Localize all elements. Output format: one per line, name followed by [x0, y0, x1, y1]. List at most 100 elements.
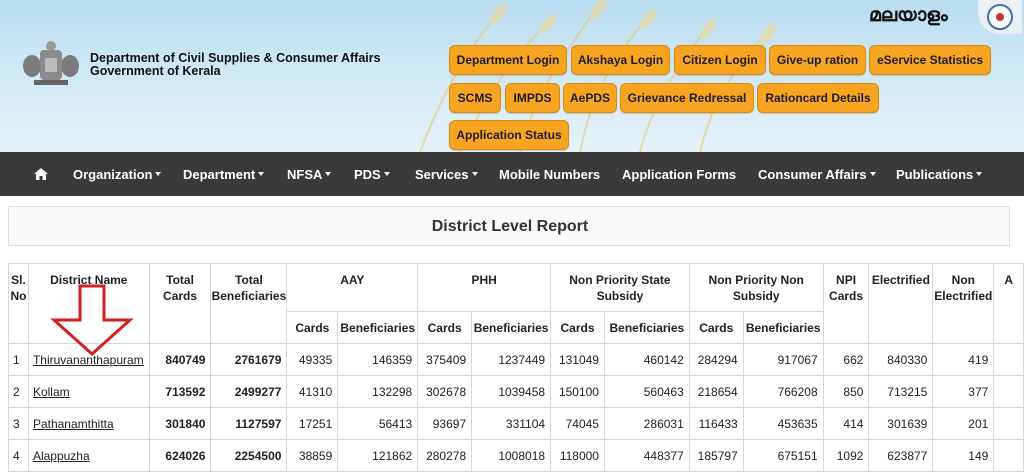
cell-phh-beneficiaries: 331104	[471, 407, 552, 440]
aepds-button[interactable]: AePDS	[563, 83, 617, 113]
cell-npns-cards: 185797	[688, 439, 744, 472]
nav-services[interactable]: Services	[415, 152, 478, 196]
cell-nps-cards: 118000	[550, 439, 605, 472]
cell-total-beneficiaries: 2499277	[210, 375, 288, 408]
cell-total-beneficiaries: 2761679	[210, 343, 288, 376]
district-link[interactable]: Kollam	[27, 375, 150, 408]
chevron-down-icon	[383, 172, 390, 176]
subheader-npns-beneficiaries: Beneficiaries	[742, 311, 824, 344]
cell-phh-cards: 302678	[417, 375, 473, 408]
cell-total-beneficiaries: 2254500	[210, 439, 288, 472]
cell-electrified: 713215	[868, 375, 934, 408]
district-link[interactable]: Alappuzha	[27, 439, 150, 472]
subheader-aay-cards: Cards	[286, 311, 339, 344]
header-npi-cards: NPI Cards	[822, 263, 870, 344]
eservice-statistics-button[interactable]: eService Statistics	[869, 45, 991, 75]
cell-phh-cards: 280278	[417, 439, 473, 472]
header-district-name: District Name	[27, 263, 150, 344]
table-row: 1 Thiruvananthapuram 840749 2761679 4933…	[8, 343, 1024, 376]
department-title: Department of Civil Supplies & Consumer …	[90, 52, 381, 78]
site-header: Department of Civil Supplies & Consumer …	[0, 0, 1024, 152]
header-aay: AAY	[286, 263, 419, 312]
nav-nfsa[interactable]: NFSA	[287, 152, 332, 196]
language-toggle-link[interactable]: മലയാളം	[869, 4, 948, 26]
chevron-down-icon	[258, 172, 265, 176]
header-non-electrified: Non Electrified	[932, 263, 995, 344]
grievance-redressal-button[interactable]: Grievance Redressal	[620, 83, 754, 113]
cell-npns-beneficiaries: 453635	[742, 407, 824, 440]
cell-non-electrified: 419	[932, 343, 995, 376]
chevron-down-icon	[976, 172, 983, 176]
cell-nps-cards: 131049	[550, 343, 605, 376]
nav-organization[interactable]: Organization	[73, 152, 162, 196]
cell-sl: 4	[8, 439, 29, 472]
accessibility-eye-icon[interactable]	[978, 0, 1022, 34]
table-row: 2 Kollam 713592 2499277 41310 132298 302…	[8, 375, 1024, 408]
subheader-nps-cards: Cards	[550, 311, 605, 344]
cell-electrified: 840330	[868, 343, 934, 376]
cell-npns-cards: 284294	[688, 343, 744, 376]
cell-npns-cards: 116433	[688, 407, 744, 440]
cell-nps-beneficiaries: 286031	[603, 407, 690, 440]
nav-application-forms[interactable]: Application Forms	[622, 166, 737, 182]
cell-cut-off	[993, 407, 1024, 440]
cell-cut-off	[993, 375, 1024, 408]
cell-total-beneficiaries: 1127597	[210, 407, 288, 440]
district-report-table: Sl. No District Name Total Cards Total B…	[8, 263, 1024, 472]
cell-phh-cards: 93697	[417, 407, 473, 440]
subheader-npns-cards: Cards	[688, 311, 744, 344]
cell-total-cards: 301840	[148, 407, 212, 440]
header-total-cards: Total Cards	[148, 263, 212, 344]
cell-total-cards: 713592	[148, 375, 212, 408]
header-total-beneficiaries: Total Beneficiaries	[210, 263, 288, 344]
home-icon[interactable]	[34, 152, 48, 196]
cell-non-electrified: 377	[932, 375, 995, 408]
scms-button[interactable]: SCMS	[449, 83, 501, 113]
akshaya-login-button[interactable]: Akshaya Login	[571, 45, 670, 75]
cell-cut-off	[993, 343, 1024, 376]
chevron-down-icon	[471, 172, 478, 176]
header-phh: PHH	[417, 263, 552, 312]
cell-npi-cards: 414	[822, 407, 870, 440]
table-row: 3 Pathanamthitta 301840 1127597 17251 56…	[8, 407, 1024, 440]
cell-nps-beneficiaries: 448377	[603, 439, 690, 472]
department-login-button[interactable]: Department Login	[449, 45, 567, 75]
give-up-ration-button[interactable]: Give-up ration	[769, 45, 866, 75]
nav-mobile-numbers[interactable]: Mobile Numbers	[499, 166, 601, 182]
district-link[interactable]: Pathanamthitta	[27, 407, 150, 440]
cell-npns-beneficiaries: 675151	[742, 439, 824, 472]
nav-consumer-affairs[interactable]: Consumer Affairs	[758, 152, 876, 196]
cell-npi-cards: 1092	[822, 439, 870, 472]
cell-non-electrified: 149	[932, 439, 995, 472]
cell-npns-cards: 218654	[688, 375, 744, 408]
subheader-aay-beneficiaries: Beneficiaries	[337, 311, 419, 344]
table-row: 4 Alappuzha 624026 2254500 38859 121862 …	[8, 439, 1024, 472]
cell-aay-cards: 17251	[286, 407, 339, 440]
header-sl-no: Sl. No	[8, 263, 29, 344]
subheader-phh-cards: Cards	[417, 311, 473, 344]
cell-npns-beneficiaries: 917067	[742, 343, 824, 376]
cell-aay-beneficiaries: 56413	[337, 407, 419, 440]
rationcard-details-button[interactable]: Rationcard Details	[757, 83, 879, 113]
application-status-button[interactable]: Application Status	[449, 120, 569, 150]
header-non-priority-non-subsidy: Non Priority Non Subsidy	[688, 263, 824, 312]
cell-non-electrified: 201	[932, 407, 995, 440]
wheat-decoration-icon	[419, 0, 777, 152]
cell-aay-cards: 49335	[286, 343, 339, 376]
chevron-down-icon	[325, 172, 332, 176]
nav-department[interactable]: Department	[183, 152, 265, 196]
cell-sl: 1	[8, 343, 29, 376]
cell-aay-cards: 38859	[286, 439, 339, 472]
district-link[interactable]: Thiruvananthapuram	[27, 343, 150, 376]
cell-nps-beneficiaries: 560463	[603, 375, 690, 408]
citizen-login-button[interactable]: Citizen Login	[674, 45, 766, 75]
cell-npi-cards: 850	[822, 375, 870, 408]
nav-publications[interactable]: Publications	[896, 152, 983, 196]
nav-pds[interactable]: PDS	[354, 152, 390, 196]
impds-button[interactable]: IMPDS	[505, 83, 560, 113]
cell-aay-beneficiaries: 146359	[337, 343, 419, 376]
cell-aay-beneficiaries: 132298	[337, 375, 419, 408]
subheader-nps-beneficiaries: Beneficiaries	[603, 311, 690, 344]
cell-aay-cards: 41310	[286, 375, 339, 408]
header-cut-off-column: A	[993, 263, 1024, 344]
